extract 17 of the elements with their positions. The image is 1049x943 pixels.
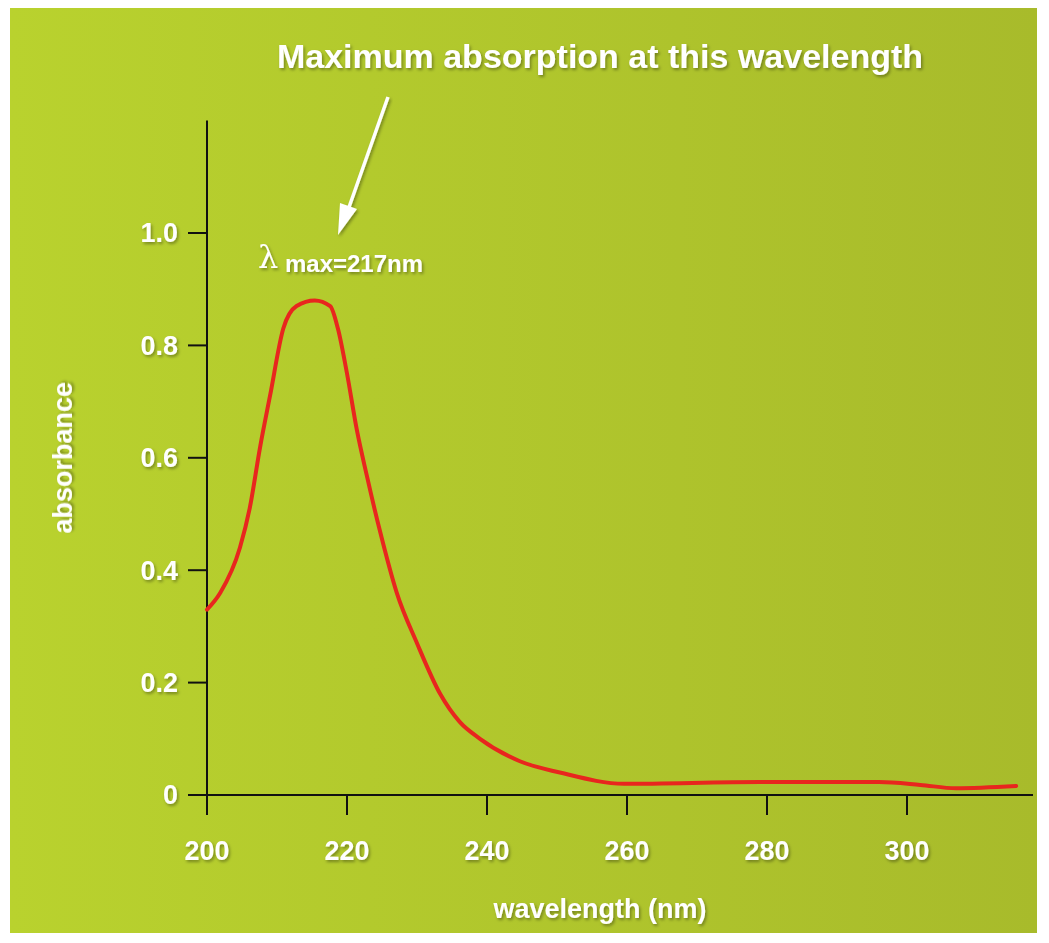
x-axis-title: wavelength (nm) <box>492 894 707 924</box>
line-series <box>205 298 1019 791</box>
x-tick-label: 240 <box>464 836 510 866</box>
y-tick-label: 0.2 <box>140 668 178 699</box>
y-tick-label: 0.6 <box>140 443 178 474</box>
x-tick-label: 280 <box>744 836 790 866</box>
annotation: λ max=217nm <box>258 238 424 278</box>
x-tick-label: 200 <box>184 836 230 866</box>
x-tick-label: 300 <box>884 836 930 866</box>
y-tick-label: 0 <box>162 780 178 811</box>
x-tick-label: 220 <box>324 836 370 866</box>
x-tick-label: 260 <box>604 836 650 866</box>
y-tick-label: 0.8 <box>140 330 178 361</box>
y-tick-label: 1.0 <box>140 218 178 249</box>
text: Maximum absorption at this wavelength <box>276 37 924 75</box>
y-axis-title: absorbance <box>48 382 78 534</box>
y-tick-label: 0.4 <box>140 555 178 586</box>
